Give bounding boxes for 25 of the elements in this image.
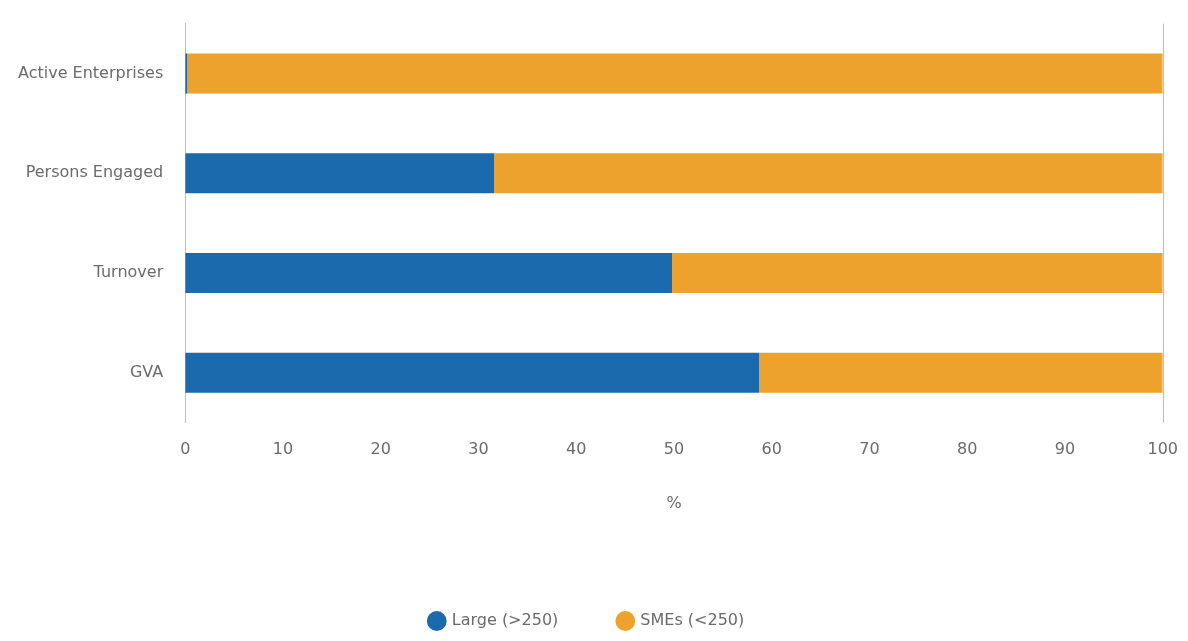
bar — [494, 153, 1163, 194]
y-tick-label: GVA — [129, 361, 164, 381]
legend-label: SMEs (<250) — [640, 610, 745, 630]
y-tick-label: Active Enterprises — [18, 62, 164, 82]
bar — [672, 253, 1163, 293]
bar — [185, 153, 495, 194]
x-tick-label: 100 — [1147, 439, 1178, 459]
bar — [759, 352, 1163, 393]
bar — [185, 253, 673, 293]
x-tick-label: 70 — [859, 439, 880, 459]
x-tick-label: 10 — [272, 439, 294, 459]
y-tick-label: Turnover — [92, 262, 164, 282]
x-tick-label: 20 — [370, 439, 391, 459]
x-tick-label: 0 — [180, 439, 191, 459]
x-axis-title: % — [666, 492, 682, 512]
x-tick-label: 30 — [468, 439, 489, 459]
x-tick-label: 80 — [957, 439, 978, 459]
y-tick-label: Persons Engaged — [25, 162, 164, 182]
x-tick-label: 60 — [761, 439, 782, 459]
bar — [185, 352, 760, 393]
legend-label: Large (>250) — [451, 610, 559, 630]
x-tick-label: 90 — [1054, 439, 1076, 459]
bar — [187, 53, 1163, 94]
x-tick-label: 40 — [566, 439, 587, 459]
x-tick-label: 50 — [663, 439, 685, 459]
